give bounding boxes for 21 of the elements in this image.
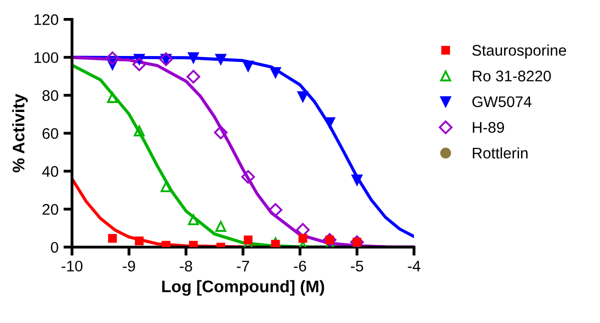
x-tick-label: -4 xyxy=(408,260,420,272)
x-tick-label: -8 xyxy=(180,260,192,272)
y-axis-title: % Activity xyxy=(12,94,28,172)
y-tick-label: 80 xyxy=(42,90,58,101)
x-tick-label: -6 xyxy=(294,260,306,272)
legend-label: Rottlerin xyxy=(472,147,528,159)
y-tick-label: 20 xyxy=(42,204,58,215)
x-axis-title: Log [Compound] (M) xyxy=(162,280,324,296)
legend-label: Ro 31-8220 xyxy=(472,70,551,82)
x-tick-label: -7 xyxy=(236,260,250,272)
y-tick-label: 60 xyxy=(42,128,58,139)
x-tick-label: -10 xyxy=(62,260,82,272)
y-tick-label: 120 xyxy=(34,14,58,26)
y-tick-label: 40 xyxy=(42,166,58,177)
y-tick-label: 0 xyxy=(50,242,58,253)
legend-label: H-89 xyxy=(472,122,504,133)
x-tick-label: -9 xyxy=(122,260,136,272)
legend-label: GW5074 xyxy=(472,96,532,108)
legend-label: Staurosporine xyxy=(472,44,566,59)
x-tick-label: -5 xyxy=(350,260,364,272)
y-tick-label: 100 xyxy=(34,52,58,64)
